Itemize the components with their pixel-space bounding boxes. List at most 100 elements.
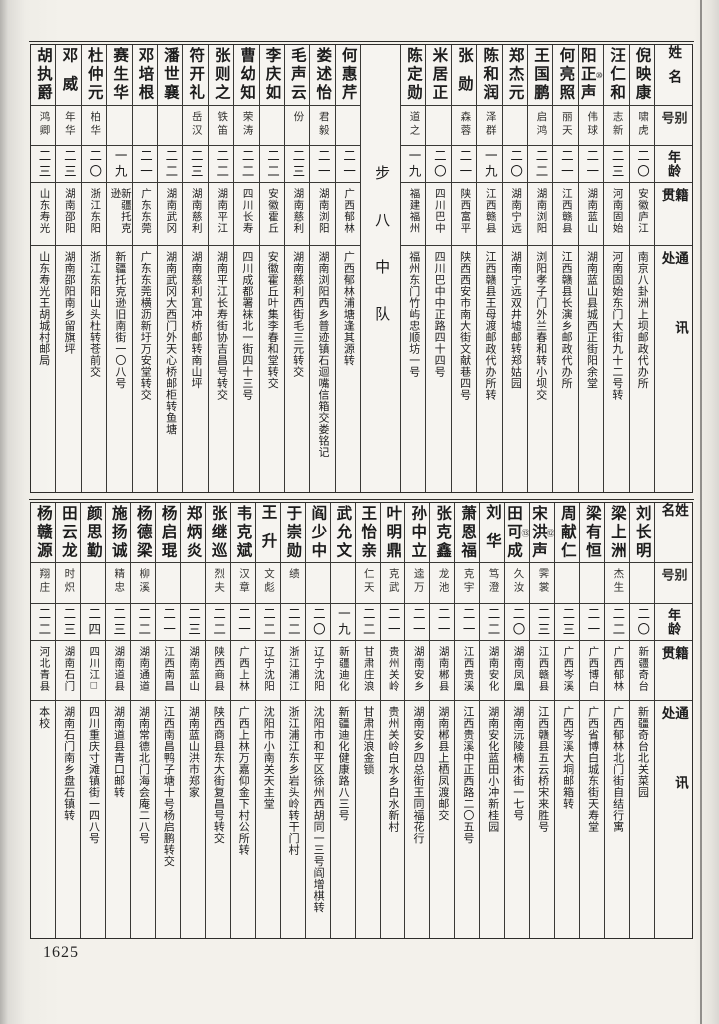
entry-name: 陈定勋 <box>401 45 426 106</box>
roster-column: 何亮照 丽天 二一 江西赣县 江西赣县长演乡邮政代办所 <box>553 45 579 492</box>
entry-address: 四川重庆寸滩镇街一四八号 <box>87 706 100 844</box>
header-alias: 别号 <box>655 563 692 604</box>
entry-native: 湖南慈利 <box>284 183 310 246</box>
roster-column: 赛生华 一九 新疆托克逊 新疆托克逊旧南街一〇八号 <box>107 45 133 492</box>
roster-column: 陈和润 泽群 一九 江西赣县 江西赣县王母渡邮政代办所转 <box>477 45 503 492</box>
entry-age: 二三 <box>106 604 130 641</box>
entry-name: 曹幼知 <box>234 45 259 106</box>
entry-address: 广西郁林北门街自结行寓 <box>611 706 624 833</box>
entry-name: 杨赣源 <box>31 503 56 563</box>
entry-address: 河南固始东门大街九十二号转 <box>610 251 623 401</box>
entry-address: 江西赣县五云桥宋来胜号 <box>536 706 549 833</box>
entry-native: 江西贵溪 <box>455 641 480 701</box>
entry-age: 一九 <box>477 146 502 183</box>
entry-alias: 启鸿 <box>528 106 553 146</box>
entry-name: 王升 <box>255 503 280 563</box>
roster-column: 宋洪声 ⑫ 霁裳 二三 江西赣县 江西赣县五云桥宋来胜号 <box>530 503 556 938</box>
roster-column: 倪映康 啸虎 二〇 安徽庐江 南京八卦洲上坝邮政代办所 <box>629 45 655 492</box>
entry-alias: 泽群 <box>477 106 502 146</box>
entry-age: 二三 <box>530 604 555 641</box>
entry-native: 广东东莞 <box>132 183 157 246</box>
entry-address: 湖南宁远双井墟邮转郑姑园 <box>509 251 522 389</box>
header-native: 籍贯 <box>655 641 692 701</box>
entry-address: 山东寿光王胡城村邮局 <box>37 251 50 366</box>
entry-name: 田可成 ⑬ <box>505 503 530 563</box>
entry-name: 邓威 <box>56 45 81 106</box>
entry-name: 于崇勋 <box>280 503 305 563</box>
entry-alias: 丽天 <box>553 106 578 146</box>
entry-native: 新疆迪化 <box>330 641 355 701</box>
entry-native: 江西赣县 <box>553 183 578 246</box>
entry-age: 二三 <box>56 146 81 183</box>
entry-alias <box>132 106 157 146</box>
roster-column: 武允文 一九 新疆迪化 新疆迪化健康路八三号 <box>330 503 356 938</box>
entry-alias: 伟球 <box>578 106 604 146</box>
entry-age: 二〇 <box>630 604 654 641</box>
header-age: 年龄 <box>655 604 692 641</box>
roster-column: 于崇勋绩二二 浙江浦江 浙江浦江东乡岩头岭转干门村 <box>280 503 306 938</box>
roster-column: 杨赣源 翔庄 二二 河北青县 本校 <box>31 503 57 938</box>
entry-name: 阎少中 <box>305 503 330 563</box>
entry-alias: 逵万 <box>405 563 430 604</box>
entry-name: 宋洪声 ⑫ <box>530 503 555 563</box>
entry-name: 萧恩福 <box>455 503 480 563</box>
entry-alias: 年华 <box>56 106 81 146</box>
entry-name: 杨启琨 <box>155 503 180 563</box>
entry-age: 二二 <box>605 604 630 641</box>
roster-column: 张则之 铁笛 二二 湖南平江 湖南平江长寿街协吉昌号转交 <box>208 45 235 492</box>
roster-column: 何惠芹 二一 广西郁林 广西郁林浦塘逢其源转 <box>335 45 362 492</box>
entry-native: 四川巴中 <box>426 183 451 246</box>
entry-alias: 克宇 <box>455 563 480 604</box>
entry-native: 湖南邵阳 <box>56 183 81 246</box>
entry-address: 湖南沅陵楠木街一七号 <box>511 706 524 821</box>
entry-alias <box>330 563 355 604</box>
roster-column: 阳正声 ⑩ 伟球 二一 湖南蓝山 湖南蓝山县城西正街阳余堂 <box>578 45 605 492</box>
roster-column: 梁上洲 杰生 二二 广西郁林 广西郁林北门街自结行寓 <box>605 503 631 938</box>
entry-native: 湖南蓝山 <box>578 183 604 246</box>
entry-alias: 道之 <box>401 106 426 146</box>
entry-alias <box>180 563 205 604</box>
entry-age: 二四 <box>81 604 106 641</box>
entry-alias: 霁裳 <box>530 563 555 604</box>
entry-native: 广西郁林 <box>335 183 361 246</box>
entry-native: 贵州关岭 <box>380 641 405 701</box>
entry-name: 倪映康 <box>629 45 654 106</box>
entry-alias: 君毅 <box>310 106 335 146</box>
entry-age: 二三 <box>56 604 81 641</box>
roster-column: 符开礼 岳汉 二三 湖南慈利 湖南慈利宜冲桥邮转南山坪 <box>183 45 209 492</box>
entry-alias: 柳溪 <box>130 563 155 604</box>
roster-column: 郑炳炎 二三 湖南蓝山 湖南蓝山洪市郑家 <box>180 503 206 938</box>
roster-column: 阎少中 二〇 辽宁沈阳 沈阳市和平区徐州西胡同一三号阎增棋转 <box>305 503 331 938</box>
entry-alias: 铁笛 <box>208 106 234 146</box>
roster-column: 梁有恒 二一 广西博白 广西省博白城东街天寿堂 <box>580 503 606 938</box>
entry-native: 江西赣县 <box>477 183 502 246</box>
entry-address: 湖南慈利宜冲桥邮转南山坪 <box>190 251 203 389</box>
entry-age: 二一 <box>455 604 480 641</box>
entry-name: 何惠芹 <box>335 45 361 106</box>
roster-column: 李庆如 二二 安徽霍丘 安徽霍丘叶集李春和堂转交 <box>259 45 285 492</box>
entry-alias: 杰生 <box>605 563 630 604</box>
entry-native: 湖南平江 <box>208 183 234 246</box>
roster-column: 杨德梁 柳溪 二二 湖南通道 湖南常德北门海会庵二八号 <box>130 503 156 938</box>
roster-table-upper: 姓名 别号 年龄 籍贯 通讯处 倪映康 啸虎 二〇 安徽庐江 南京八卦洲上坝邮政代办所 汪仁和 志新二… <box>29 41 694 493</box>
entry-name: 杜仲元 <box>81 45 107 106</box>
entry-name-note: ⑩ <box>594 70 604 80</box>
roster-column: 张克鑫 龙池 二一 湖南郴县 湖南郴县上栖凤渡邮交 <box>430 503 456 938</box>
entry-name: 阳正声 ⑩ <box>578 45 604 106</box>
entry-address: 新疆奇台北关菜园 <box>636 706 649 798</box>
entry-native: 浙江东阳 <box>81 183 107 246</box>
entry-native: 陕西商县 <box>205 641 230 701</box>
entry-age: 二二 <box>355 604 380 641</box>
roster-column: 娄述怡 君毅 二一 湖南浏阳 湖南浏阳西乡普迹镇石迴嘴信箱交娄铭记 <box>310 45 336 492</box>
entry-address: 江西南昌鸭子塘十号杨启鹏转交 <box>162 706 175 867</box>
roster-table-lower: 姓名 别号 年龄 籍贯 通讯处 刘长明 二〇 新疆奇台 新疆奇台北关菜园 梁上洲 杰生 二二 广西郁林广… <box>29 499 694 939</box>
entry-name: 米居正 <box>426 45 451 106</box>
entry-alias <box>157 106 183 146</box>
roster-column: 周献仁 二三 广西岑溪 广西岑溪大垌邮箱转 <box>555 503 581 938</box>
roster-column: 田云龙 时炽 二三 湖南石门 湖南石门南乡盘石镇转 <box>56 503 82 938</box>
entry-alias <box>305 563 330 604</box>
entry-address: 陕西西安市南大街文献巷四号 <box>458 251 471 401</box>
entry-age: 二〇 <box>426 146 451 183</box>
entry-age: 二一 <box>310 146 335 183</box>
entry-name: 毛声云 <box>284 45 310 106</box>
